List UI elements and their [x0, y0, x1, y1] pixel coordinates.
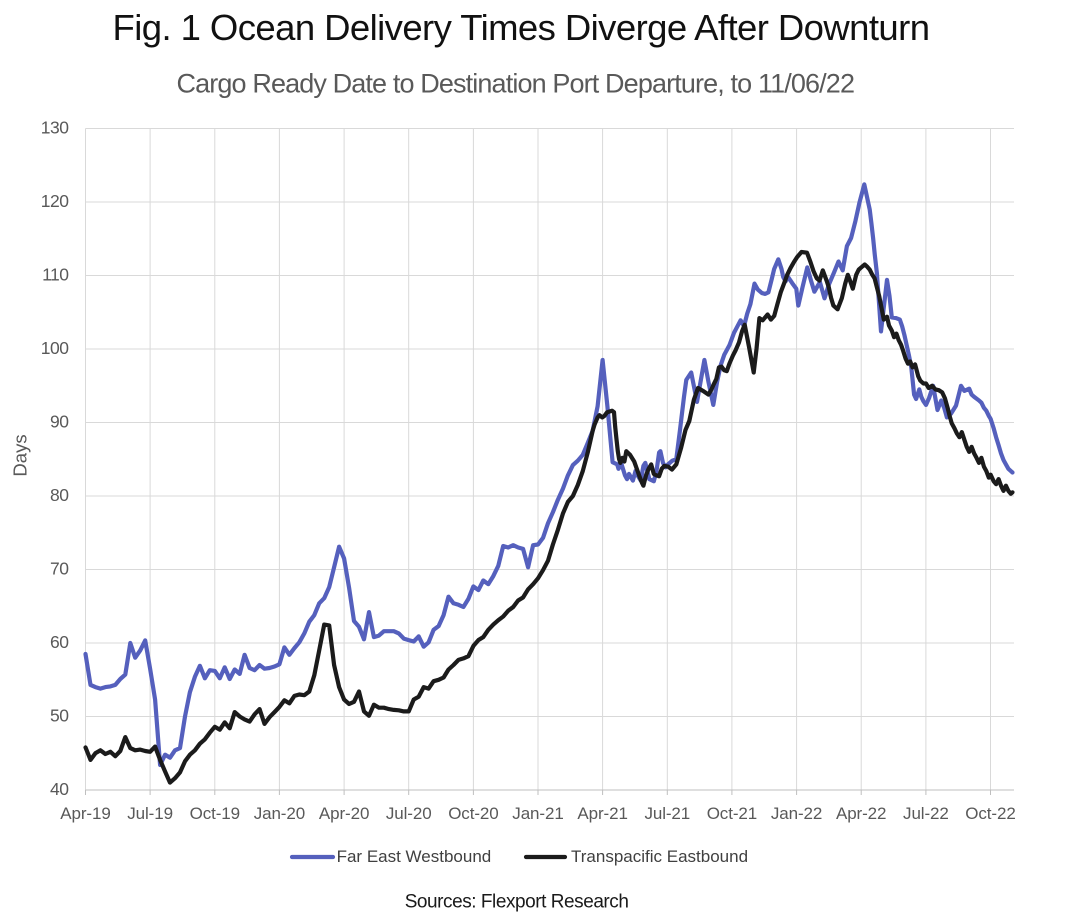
- svg-text:Apr-20: Apr-20: [319, 804, 369, 823]
- svg-text:Oct-21: Oct-21: [707, 804, 757, 823]
- svg-text:Jan-20: Jan-20: [254, 804, 305, 823]
- svg-text:Fig. 1 Ocean Delivery Times Di: Fig. 1 Ocean Delivery Times Diverge Afte…: [113, 7, 930, 48]
- svg-text:Apr-19: Apr-19: [60, 804, 110, 823]
- svg-text:Jan-21: Jan-21: [512, 804, 563, 823]
- svg-text:Far East Westbound: Far East Westbound: [337, 847, 492, 866]
- svg-text:Jul-22: Jul-22: [903, 804, 949, 823]
- svg-text:Transpacific Eastbound: Transpacific Eastbound: [571, 847, 748, 866]
- svg-text:Apr-21: Apr-21: [577, 804, 627, 823]
- svg-text:Cargo Ready Date to Destinatio: Cargo Ready Date to Destination Port Dep…: [177, 68, 855, 98]
- svg-text:130: 130: [41, 118, 69, 138]
- svg-text:60: 60: [50, 632, 69, 652]
- svg-text:Jan-22: Jan-22: [771, 804, 822, 823]
- svg-text:Oct-20: Oct-20: [448, 804, 498, 823]
- svg-text:Days: Days: [10, 434, 31, 476]
- svg-text:Jul-20: Jul-20: [386, 804, 432, 823]
- svg-text:100: 100: [41, 338, 69, 358]
- svg-text:Sources: Flexport Research: Sources: Flexport Research: [405, 891, 629, 912]
- svg-text:110: 110: [42, 265, 69, 285]
- svg-text:Apr-22: Apr-22: [836, 804, 886, 823]
- svg-text:Oct-19: Oct-19: [190, 804, 240, 823]
- svg-text:70: 70: [50, 559, 69, 579]
- svg-text:80: 80: [50, 485, 69, 505]
- svg-text:120: 120: [41, 191, 69, 211]
- svg-text:50: 50: [50, 706, 69, 726]
- svg-text:Jul-21: Jul-21: [644, 804, 690, 823]
- svg-text:40: 40: [50, 779, 69, 799]
- svg-text:Oct-22: Oct-22: [965, 804, 1015, 823]
- svg-text:Jul-19: Jul-19: [127, 804, 173, 823]
- svg-text:90: 90: [50, 412, 69, 432]
